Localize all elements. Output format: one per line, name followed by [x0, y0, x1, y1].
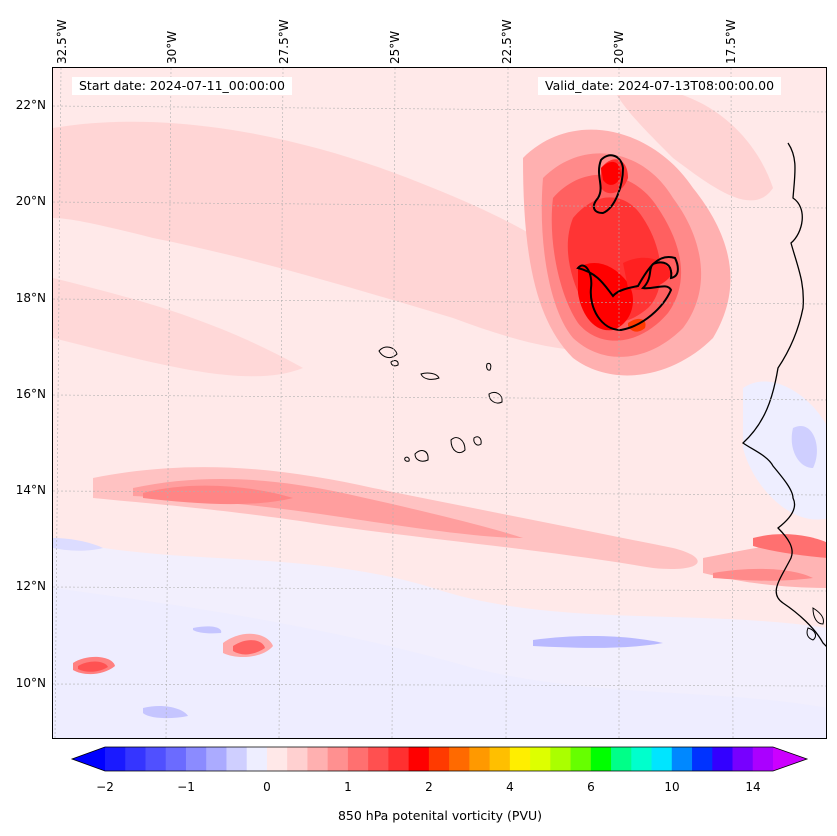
- cb-tick-label: −1: [177, 780, 195, 794]
- colorbar-swatch: [287, 747, 308, 771]
- lat-label-14n: 14°N: [15, 483, 46, 497]
- pv-field: [53, 68, 826, 738]
- colorbar-swatch: [368, 747, 389, 771]
- lon-label-25w: 25°W: [388, 30, 402, 64]
- lat-label-20n: 20°N: [15, 194, 46, 208]
- lat-label-22n: 22°N: [15, 98, 46, 112]
- colorbar-swatch: [105, 747, 126, 771]
- cb-tick-label: 0: [263, 780, 271, 794]
- colorbar-swatch: [428, 747, 450, 771]
- colorbar-swatch: [226, 747, 248, 771]
- colorbar-swatch: [631, 747, 653, 771]
- colorbar-swatch: [307, 747, 329, 771]
- cb-tick-label: 2: [425, 780, 433, 794]
- colorbar-swatch: [469, 747, 491, 771]
- start-date-label: Start date: 2024-07-11_00:00:00: [72, 77, 292, 95]
- cb-tick-label: 6: [587, 780, 595, 794]
- gridlines: [53, 68, 826, 738]
- colorbar-swatch: [732, 747, 754, 771]
- lat-label-10n: 10°N: [15, 676, 46, 690]
- lat-label-18n: 18°N: [15, 291, 46, 305]
- colorbar-under-arrow: [72, 747, 105, 771]
- coastline: [741, 142, 826, 647]
- cb-tick-label: 4: [506, 780, 514, 794]
- cb-tick-label: 1: [344, 780, 352, 794]
- cb-tick-label: 10: [664, 780, 680, 794]
- cb-tick-label: 14: [745, 780, 761, 794]
- valid-date-label: Valid_date: 2024-07-13T08:00:00.00: [538, 77, 782, 95]
- map-panel: [52, 67, 827, 739]
- colorbar-swatch: [489, 747, 511, 771]
- lon-label-27-5w: 27.5°W: [277, 19, 291, 64]
- colorbar-swatch: [449, 747, 470, 771]
- lon-label-32-5w: 32.5°W: [55, 19, 69, 64]
- colorbar-swatch: [550, 747, 572, 771]
- colorbar-swatch: [570, 747, 592, 771]
- colorbar-swatch: [692, 747, 713, 771]
- colorbar-swatch: [651, 747, 673, 771]
- colorbar-over-arrow: [773, 747, 807, 771]
- colorbar-swatch: [165, 747, 187, 771]
- colorbar-swatch: [206, 747, 227, 771]
- colorbar-swatch: [266, 747, 288, 771]
- colorbar-swatch: [185, 747, 207, 771]
- colorbar-swatch: [347, 747, 369, 771]
- colorbar-swatch: [752, 747, 774, 771]
- lon-label-22-5w: 22.5°W: [500, 19, 514, 64]
- cb-tick-label: −2: [96, 780, 114, 794]
- colorbar-swatch: [408, 747, 430, 771]
- lon-label-30w: 30°W: [165, 30, 179, 64]
- lon-label-17-5w: 17.5°W: [724, 19, 738, 64]
- colorbar-swatch: [388, 747, 410, 771]
- colorbar: [70, 746, 809, 772]
- colorbar-swatch: [530, 747, 551, 771]
- colorbar-swatch: [246, 747, 268, 771]
- colorbar-swatch: [611, 747, 632, 771]
- colorbar-swatch: [125, 747, 146, 771]
- lat-label-16n: 16°N: [15, 387, 46, 401]
- colorbar-title: 850 hPa potenital vorticity (PVU): [337, 808, 543, 823]
- colorbar-swatch: [509, 747, 531, 771]
- island-outlines: [378, 346, 503, 462]
- colorbar-outline: [70, 746, 809, 772]
- colorbar-swatch: [590, 747, 612, 771]
- colorbar-swatch: [327, 747, 349, 771]
- colorbar-swatch: [671, 747, 693, 771]
- colorbar-swatch: [145, 747, 167, 771]
- colorbar-swatch: [712, 747, 734, 771]
- lat-label-12n: 12°N: [15, 579, 46, 593]
- lon-label-20w: 20°W: [612, 30, 626, 64]
